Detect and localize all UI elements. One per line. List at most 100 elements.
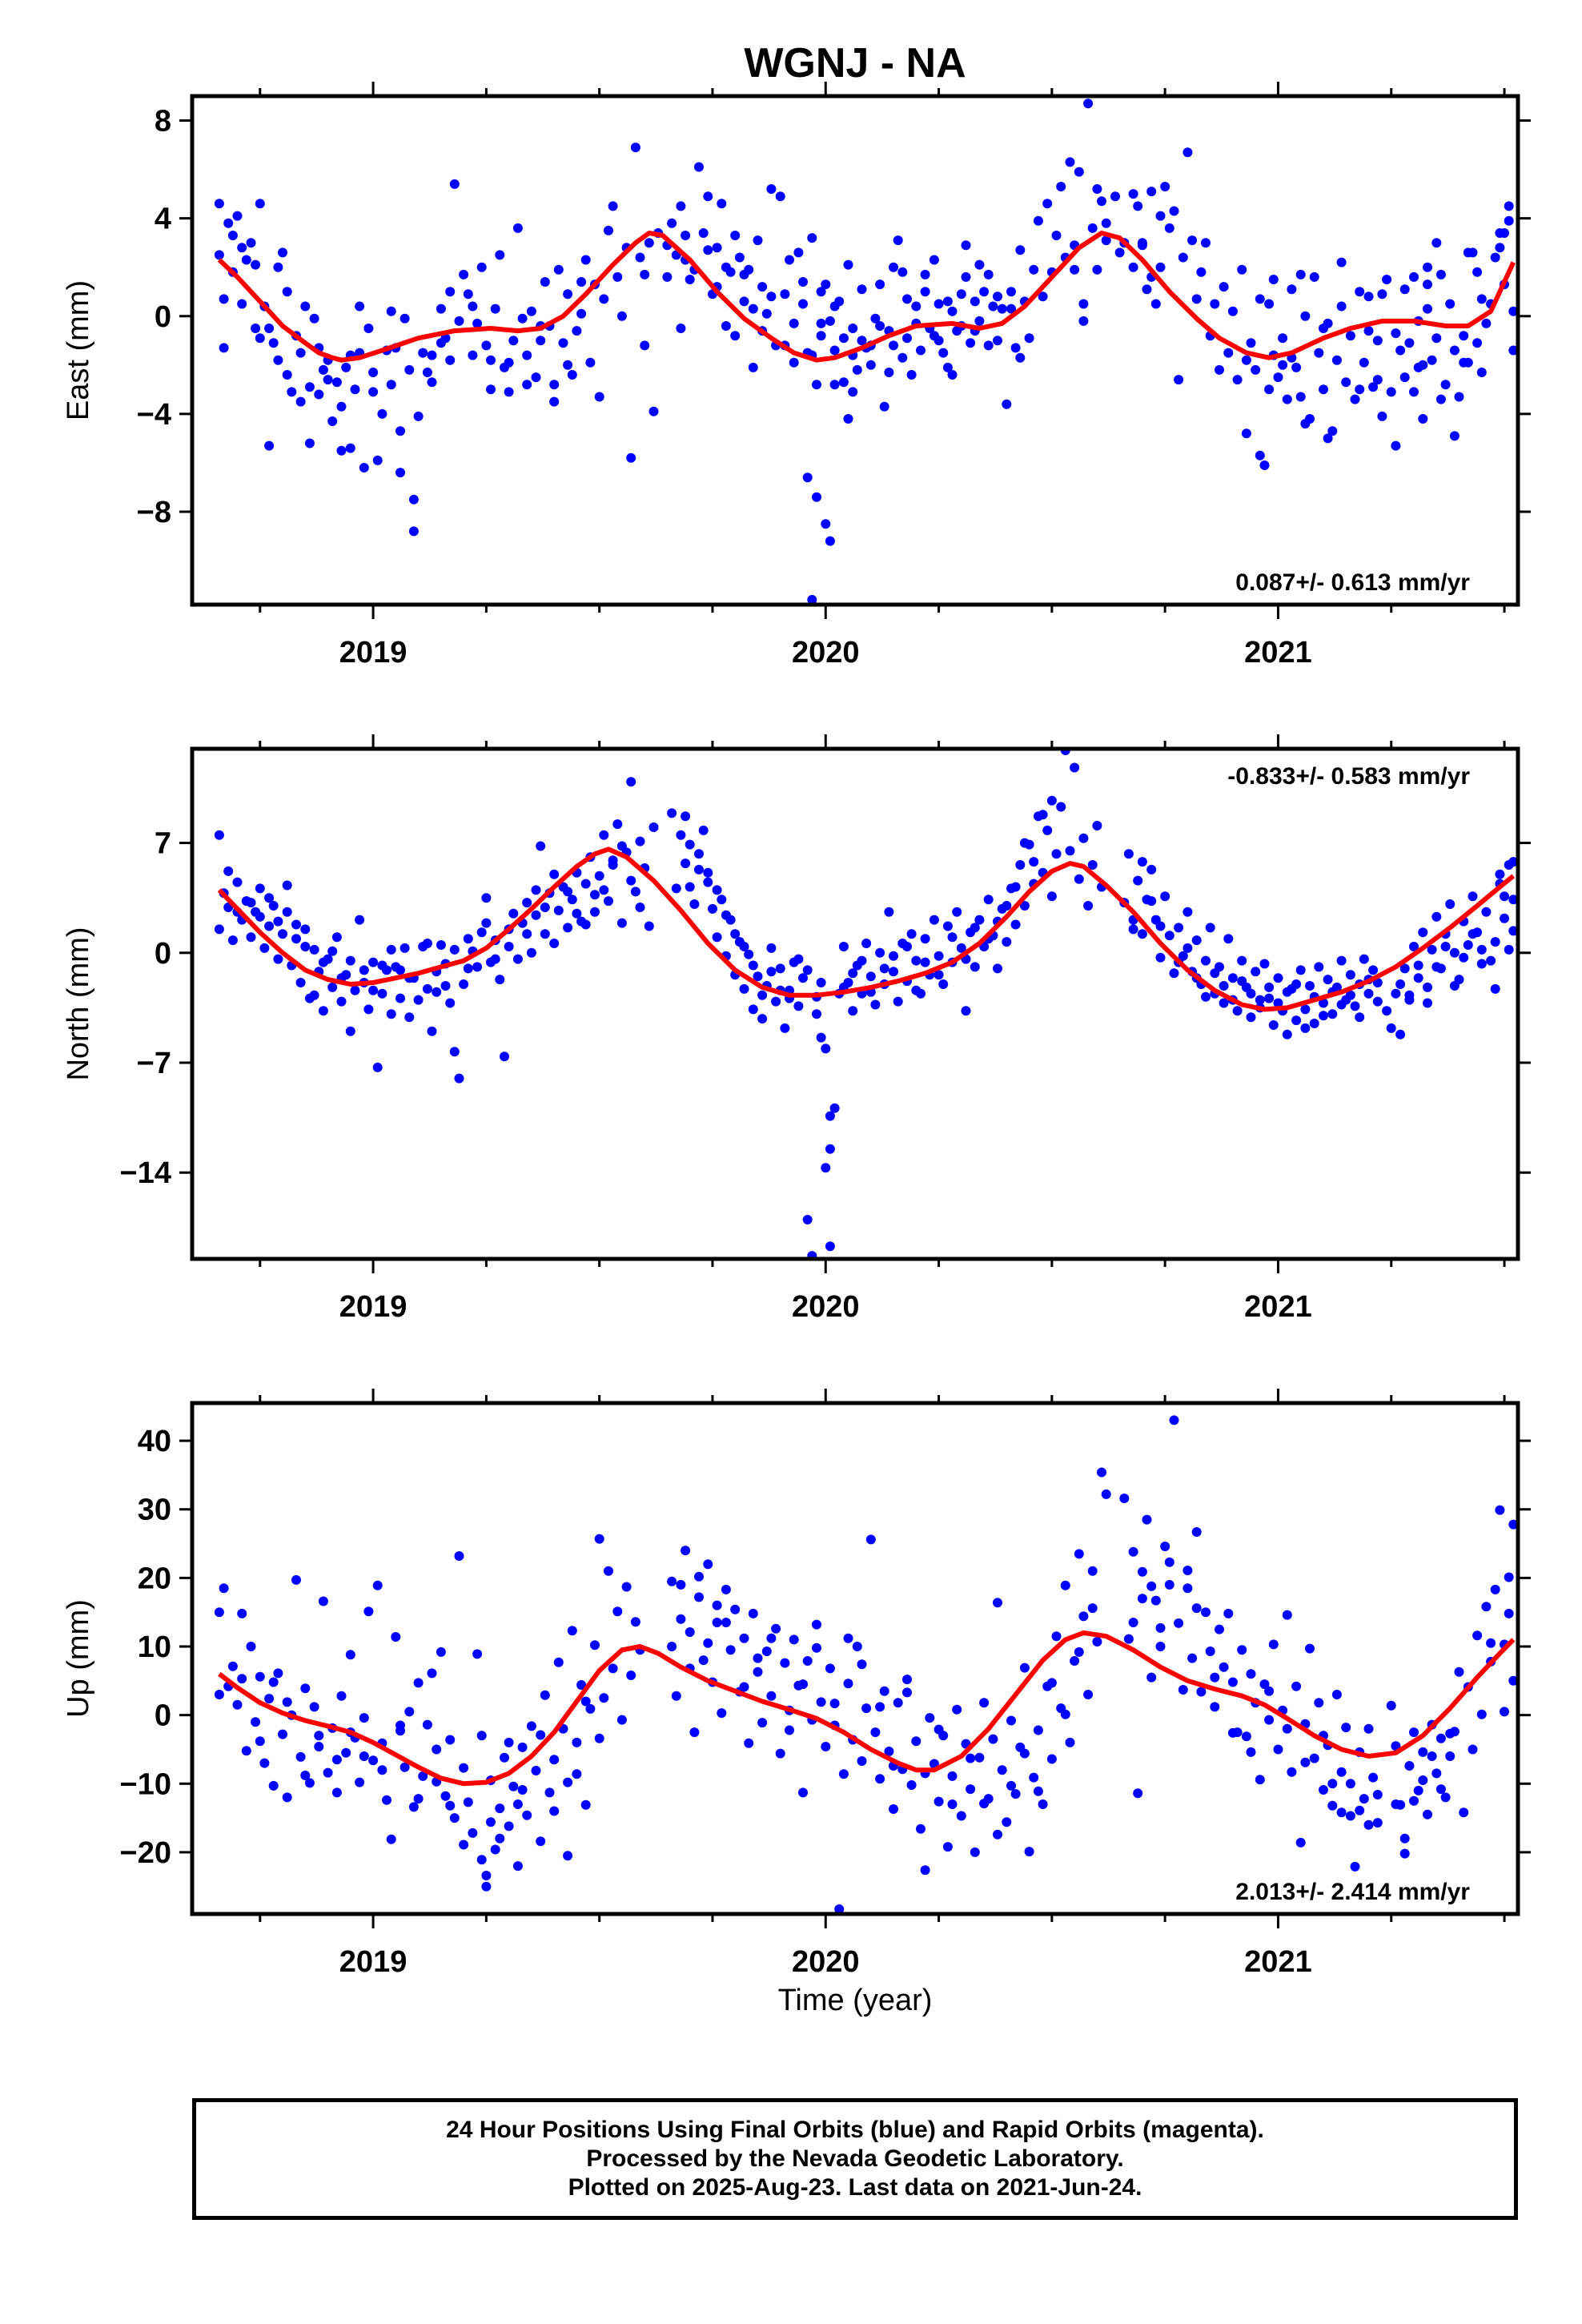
data-point [422,983,432,994]
data-point [934,299,944,309]
data-point [1399,1848,1410,1859]
data-point [1508,857,1518,867]
data-point [979,287,990,297]
data-point [345,955,355,966]
data-point [920,287,930,297]
data-point [295,978,306,987]
data-point [825,316,835,326]
panel-east: 2019 2020 2021 8 4 0 −4 −8 East (mm) 0.087+/- 0.6… [62,82,1531,669]
data-point [838,333,849,344]
data-point [300,924,311,935]
data-point [1319,384,1328,395]
data-point [843,1633,853,1643]
data-point [300,301,311,312]
data-point [1051,231,1062,240]
data-point [1323,975,1333,985]
data-point [1210,299,1220,309]
data-point [476,1731,487,1741]
data-point [947,1771,958,1781]
data-point [273,355,283,365]
data-point [934,1724,944,1735]
data-point [708,903,717,914]
data-point [667,1642,677,1651]
data-point [1363,988,1374,999]
data-point [1015,245,1026,255]
data-point [522,929,532,939]
data-point [929,255,939,265]
data-point [1133,1788,1143,1799]
data-point [906,1780,917,1790]
data-point [1327,1009,1338,1019]
data-point [1327,1779,1338,1789]
data-point [567,895,577,905]
data-point [241,255,251,265]
data-point [1223,1608,1234,1618]
data-point [278,1729,287,1739]
data-point [1101,218,1111,228]
east-frame [190,94,1520,607]
data-point [544,1787,555,1798]
data-point [495,1803,505,1814]
data-point [331,1787,342,1798]
data-point [789,357,799,368]
data-point [793,247,804,258]
data-point [314,389,324,400]
data-point [1133,875,1143,886]
data-point [1508,926,1518,936]
data-point [232,1699,243,1710]
data-point [997,304,1007,314]
data-point [798,973,808,983]
data-point [481,893,492,903]
data-point [1178,1685,1188,1695]
data-point [1078,1611,1089,1622]
data-point [1395,979,1406,989]
data-point [599,294,609,304]
data-point [1074,1549,1084,1559]
data-point [1155,1622,1166,1633]
data-point [1295,1837,1306,1848]
data-point [449,1813,460,1823]
data-point [1182,147,1193,158]
data-point [251,259,261,270]
data-point [1259,1679,1270,1690]
data-point [463,934,473,944]
data-point [436,940,446,950]
data-point [857,284,867,295]
data-point [219,294,229,304]
data-point [481,1881,492,1892]
data-point [906,370,917,380]
data-point [1486,1638,1496,1648]
data-point [785,255,794,265]
data-point [508,1781,519,1791]
data-point [1146,1581,1157,1591]
data-point [1264,982,1275,992]
data-point [304,382,315,392]
data-point [214,199,224,209]
data-point [1169,206,1179,216]
data-point [1486,955,1496,966]
data-point [1015,352,1026,363]
data-point [906,929,917,939]
data-point [300,942,311,951]
data-point [522,350,532,360]
data-point [1169,968,1179,979]
data-point [816,318,826,328]
data-point [1201,955,1211,966]
data-point [753,235,763,246]
data-point [703,245,713,255]
data-point [512,1861,523,1872]
data-point [1160,1542,1170,1551]
data-point [1368,382,1379,392]
data-point [644,921,654,931]
data-point [1191,1527,1202,1537]
data-point [1169,1415,1179,1425]
data-point [911,1736,921,1747]
data-point [427,1026,437,1036]
data-point [1282,1610,1292,1620]
x-tick-label: 2020 [792,1945,860,1979]
data-point [214,1690,224,1699]
data-point [1295,392,1306,402]
data-point [1300,419,1311,429]
data-point [255,883,265,894]
data-point [771,996,781,1007]
